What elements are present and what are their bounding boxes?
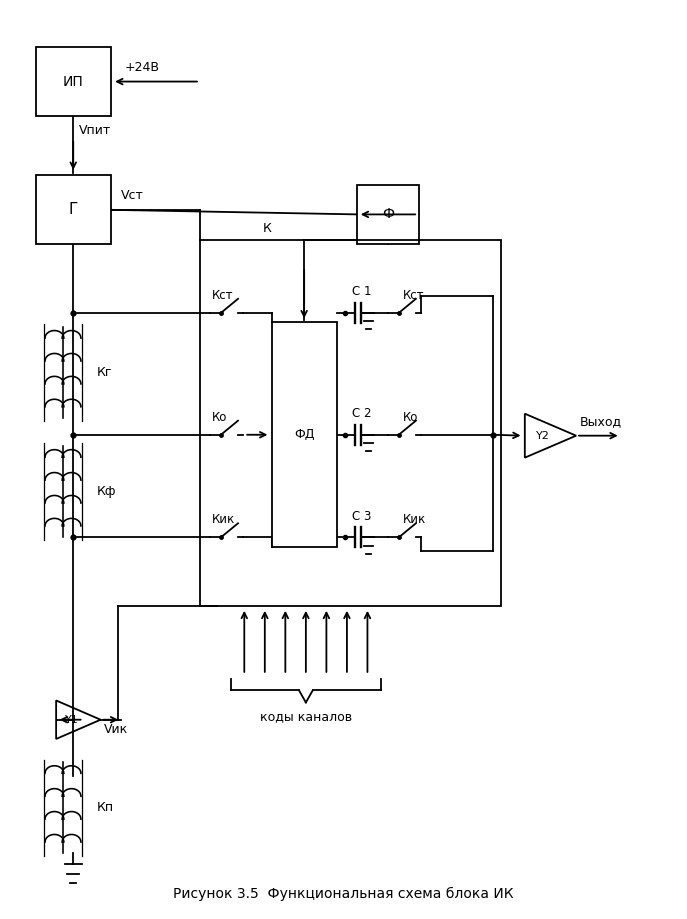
Text: Кик: Кик bbox=[403, 514, 426, 527]
Text: Vст: Vст bbox=[121, 189, 144, 202]
Text: Рисунок 3.5  Функциональная схема блока ИК: Рисунок 3.5 Функциональная схема блока И… bbox=[173, 887, 514, 902]
Text: +24В: +24В bbox=[124, 62, 159, 74]
Text: Ф: Ф bbox=[382, 208, 394, 221]
Text: Vпит: Vпит bbox=[79, 123, 111, 137]
Text: Кст: Кст bbox=[212, 289, 233, 302]
Text: Ко: Ко bbox=[403, 411, 418, 424]
Text: Кф: Кф bbox=[97, 485, 117, 498]
Text: Y1: Y1 bbox=[65, 715, 78, 725]
Text: С 1: С 1 bbox=[352, 285, 372, 299]
Text: С 2: С 2 bbox=[352, 407, 372, 420]
Text: К: К bbox=[263, 222, 272, 235]
Text: ФД: ФД bbox=[294, 428, 315, 441]
Bar bbox=[36, 176, 111, 244]
Bar bbox=[200, 240, 501, 607]
Text: коды каналов: коды каналов bbox=[260, 709, 352, 723]
Text: Vик: Vик bbox=[104, 723, 128, 736]
Text: Y2: Y2 bbox=[536, 431, 550, 441]
Text: С 3: С 3 bbox=[352, 510, 372, 523]
Text: ИП: ИП bbox=[63, 74, 84, 88]
Text: Г: Г bbox=[69, 202, 78, 217]
Text: Кик: Кик bbox=[212, 514, 235, 527]
Bar bbox=[271, 322, 337, 547]
Text: Ко: Ко bbox=[212, 411, 227, 424]
Text: Выход: Выход bbox=[580, 415, 622, 428]
Text: Кп: Кп bbox=[97, 801, 114, 814]
Text: Кг: Кг bbox=[97, 366, 113, 379]
Bar bbox=[357, 185, 419, 244]
Bar bbox=[36, 47, 111, 116]
Text: Кст: Кст bbox=[403, 289, 425, 302]
